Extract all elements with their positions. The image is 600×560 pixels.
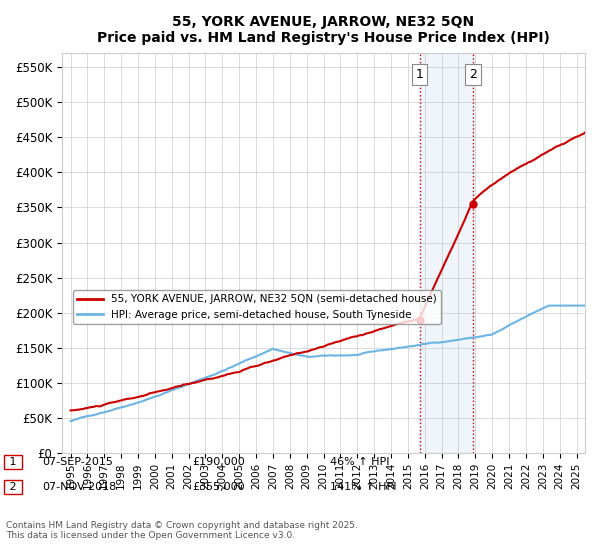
Bar xyxy=(419,53,473,453)
Text: 2: 2 xyxy=(6,482,20,492)
Text: 2: 2 xyxy=(469,68,477,81)
Text: £190,000: £190,000 xyxy=(192,457,245,467)
Text: 1: 1 xyxy=(416,68,424,81)
Text: 1: 1 xyxy=(6,457,20,467)
Title: 55, YORK AVENUE, JARROW, NE32 5QN
Price paid vs. HM Land Registry's House Price : 55, YORK AVENUE, JARROW, NE32 5QN Price … xyxy=(97,15,550,45)
Text: £355,000: £355,000 xyxy=(192,482,245,492)
Text: 46% ↑ HPI: 46% ↑ HPI xyxy=(330,457,389,467)
Text: Contains HM Land Registry data © Crown copyright and database right 2025.
This d: Contains HM Land Registry data © Crown c… xyxy=(6,521,358,540)
Text: 07-NOV-2018: 07-NOV-2018 xyxy=(42,482,116,492)
Legend: 55, YORK AVENUE, JARROW, NE32 5QN (semi-detached house), HPI: Average price, sem: 55, YORK AVENUE, JARROW, NE32 5QN (semi-… xyxy=(73,290,441,324)
Text: 141% ↑ HPI: 141% ↑ HPI xyxy=(330,482,397,492)
Text: 07-SEP-2015: 07-SEP-2015 xyxy=(42,457,113,467)
